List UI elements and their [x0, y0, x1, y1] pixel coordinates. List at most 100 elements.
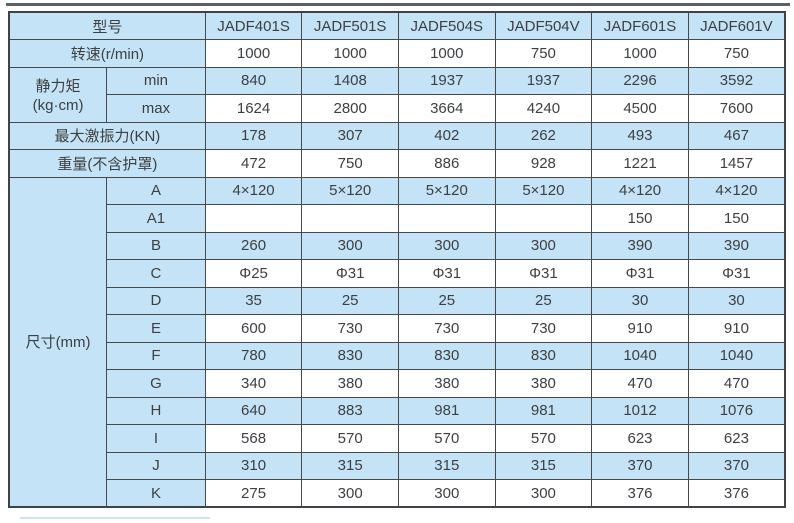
value-cell: 300	[494, 231, 593, 260]
table-row-dim-A: 尺寸(mm) A 4×120 5×120 5×120 5×120 4×120 4…	[8, 176, 786, 508]
value-cell: 25	[494, 286, 593, 315]
value-cell: 467	[687, 121, 786, 150]
value-cell: 600	[204, 314, 303, 343]
value-cell: 750	[494, 39, 593, 68]
value-cell: 178	[204, 121, 303, 150]
value-cell: 1000	[204, 39, 303, 68]
value-cell: 30	[687, 286, 786, 315]
table-row-dim-J: J 310 315 315 315 370 370	[9, 451, 786, 480]
value-cell: 750	[687, 39, 786, 68]
value-cell: 470	[687, 369, 786, 398]
value-cell: 3664	[397, 94, 496, 123]
value-cell: 730	[397, 314, 496, 343]
value-cell: 402	[397, 121, 496, 150]
row-label-static-moment: 静力矩 (kg·cm)	[8, 66, 108, 123]
model-name-cell: JADF504S	[397, 11, 496, 40]
value-cell: 307	[301, 121, 399, 150]
value-cell: 25	[397, 286, 496, 315]
value-cell: 910	[591, 314, 689, 343]
value-cell: 830	[494, 341, 593, 370]
value-cell: 1937	[494, 66, 593, 95]
sub-label-min: min	[106, 66, 206, 95]
value-cell: 1000	[301, 39, 399, 68]
bottom-divider-line	[20, 517, 210, 519]
model-name-cell: JADF401S	[204, 11, 303, 40]
model-name-cell: JADF501S	[301, 11, 399, 40]
table-row-dim-K: K 275 300 300 300 376 376	[9, 479, 786, 508]
value-cell: 315	[494, 451, 593, 480]
table-row-static-max: max 1624 2800 3664 4240 4500 7600	[9, 94, 786, 123]
value-cell: 1408	[301, 66, 399, 95]
value-cell: 1937	[397, 66, 496, 95]
value-cell: Φ31	[591, 259, 689, 288]
table-row-models: 型号 JADF401S JADF501S JADF504S JADF504V J…	[8, 11, 786, 40]
value-cell: 570	[301, 424, 399, 453]
value-cell: 623	[687, 424, 786, 453]
value-cell: Φ31	[301, 259, 399, 288]
value-cell: 376	[687, 479, 786, 508]
table-row-dim-G: G 340 380 380 380 470 470	[9, 369, 786, 398]
dim-sub-label: I	[106, 424, 206, 453]
value-cell: 315	[397, 451, 496, 480]
value-cell: 390	[687, 231, 786, 260]
table-row-speed: 转速(r/min) 1000 1000 1000 750 1000 750	[8, 39, 786, 68]
dim-sub-label: H	[106, 396, 206, 425]
value-cell: 5×120	[494, 176, 593, 205]
row-label-max-force: 最大激振力(KN)	[8, 121, 206, 150]
value-cell: 910	[687, 314, 786, 343]
value-cell: 570	[397, 424, 496, 453]
dim-sub-label: A1	[106, 204, 206, 233]
value-cell: 150	[687, 204, 786, 233]
model-name-cell: JADF601S	[591, 11, 689, 40]
value-cell: 981	[397, 396, 496, 425]
table-row-dim-F: F 780 830 830 830 1040 1040	[9, 341, 786, 370]
dim-sub-label: A	[106, 176, 206, 205]
value-cell: 780	[204, 341, 303, 370]
value-cell: 300	[301, 479, 399, 508]
dim-sub-label: E	[106, 314, 206, 343]
value-cell: 470	[591, 369, 689, 398]
table-row-dim-A1: A1 150 150	[9, 204, 786, 233]
table-row-dim-E: E 600 730 730 730 910 910	[9, 314, 786, 343]
value-cell: 370	[591, 451, 689, 480]
table-row-dim-C: C Φ25 Φ31 Φ31 Φ31 Φ31 Φ31	[9, 259, 786, 288]
value-cell	[301, 204, 399, 233]
value-cell: 30	[591, 286, 689, 315]
value-cell: 300	[397, 231, 496, 260]
value-cell: 262	[494, 121, 593, 150]
value-cell: 25	[301, 286, 399, 315]
value-cell: 830	[397, 341, 496, 370]
value-cell: 750	[301, 149, 399, 178]
value-cell: 1040	[591, 341, 689, 370]
value-cell: 380	[397, 369, 496, 398]
value-cell: 376	[591, 479, 689, 508]
value-cell: 300	[494, 479, 593, 508]
value-cell: 300	[301, 231, 399, 260]
dim-sub-label: B	[106, 231, 206, 260]
value-cell: 5×120	[301, 176, 399, 205]
value-cell	[204, 204, 303, 233]
value-cell: 1040	[687, 341, 786, 370]
table-row-weight: 重量(不含护罩) 472 750 886 928 1221 1457	[8, 149, 786, 178]
value-cell: 2800	[301, 94, 399, 123]
value-cell: 4×120	[204, 176, 303, 205]
table-row-dim-B: B 260 300 300 300 390 390	[9, 231, 786, 260]
value-cell: 1012	[591, 396, 689, 425]
row-label-dimensions: 尺寸(mm)	[8, 176, 108, 508]
value-cell: Φ31	[397, 259, 496, 288]
value-cell: Φ31	[494, 259, 593, 288]
value-cell: Φ31	[687, 259, 786, 288]
table-row-dim-H: H 640 883 981 981 1012 1076	[9, 396, 786, 425]
dim-sub-label: J	[106, 451, 206, 480]
static-moment-label-line2: (kg·cm)	[32, 97, 84, 114]
value-cell: 1221	[591, 149, 689, 178]
dim-sub-label: C	[106, 259, 206, 288]
value-cell: 981	[494, 396, 593, 425]
value-cell	[494, 204, 593, 233]
value-cell: 730	[494, 314, 593, 343]
table-row-dim-D: D 35 25 25 25 30 30	[9, 286, 786, 315]
value-cell: 275	[204, 479, 303, 508]
value-cell: 2296	[591, 66, 689, 95]
value-cell: 260	[204, 231, 303, 260]
